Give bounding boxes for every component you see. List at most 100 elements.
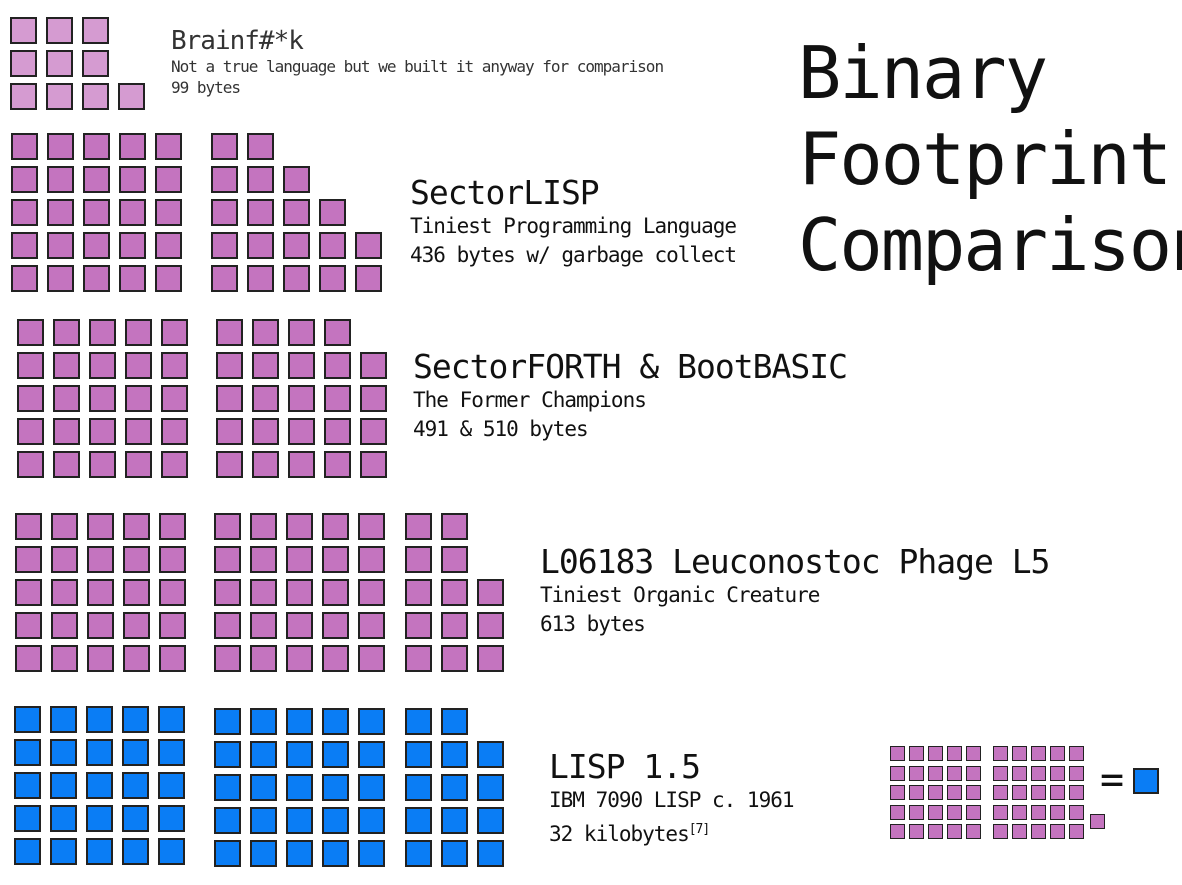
sectorforth-block	[324, 319, 351, 346]
brainfk-block	[82, 50, 109, 77]
lisp15-block	[405, 840, 432, 867]
legend-small-block	[993, 804, 1008, 820]
lisp15-block	[358, 807, 385, 834]
lisp15-block	[214, 807, 241, 834]
phage-block	[250, 645, 277, 672]
legend-small-block	[993, 765, 1008, 781]
phage-block	[477, 645, 504, 672]
phage-block	[123, 546, 150, 573]
sectorforth-block	[161, 451, 188, 478]
brainfk-description: Not a true language but we built it anyw…	[171, 57, 664, 76]
lisp15-block	[86, 838, 113, 865]
sectorlisp-block	[319, 232, 346, 259]
sectorforth-block	[324, 352, 351, 379]
phage-block	[87, 546, 114, 573]
sectorlisp-block	[211, 199, 238, 226]
sectorlisp-block	[47, 199, 74, 226]
phage-description: Tiniest Organic Creature	[540, 583, 820, 607]
sectorlisp-block	[283, 232, 310, 259]
sectorforth-block	[89, 385, 116, 412]
phage-block	[441, 513, 468, 540]
phage-block	[286, 645, 313, 672]
legend-small-block	[947, 785, 962, 800]
brainfk-size: 99 bytes	[171, 78, 241, 97]
lisp15-block	[158, 805, 185, 832]
lisp15-block	[405, 807, 432, 834]
sectorlisp-block	[119, 166, 146, 193]
sectorforth-size: 491 & 510 bytes	[413, 417, 589, 441]
phage-block	[322, 579, 349, 606]
legend-small-block	[909, 824, 924, 839]
sectorlisp-block	[247, 265, 274, 292]
phage-block	[214, 513, 241, 540]
lisp15-block	[86, 706, 113, 733]
sectorforth-block	[53, 352, 80, 379]
legend-small-block	[909, 765, 924, 781]
lisp15-block	[358, 840, 385, 867]
legend-small-block	[966, 765, 981, 781]
legend-small-block	[890, 785, 905, 800]
phage-block	[123, 513, 150, 540]
legend-small-block	[1050, 746, 1065, 761]
lisp15-block	[158, 838, 185, 865]
phage-block	[358, 513, 385, 540]
legend-small-block	[966, 785, 981, 800]
sectorlisp-block	[247, 166, 274, 193]
phage-block	[358, 645, 385, 672]
sectorforth-block	[252, 319, 279, 346]
legend-small-block	[1012, 824, 1027, 839]
lisp15-block	[286, 840, 313, 867]
phage-block	[51, 546, 78, 573]
phage-block	[123, 645, 150, 672]
sectorforth-block	[216, 418, 243, 445]
sectorlisp-block	[47, 265, 74, 292]
phage-block	[322, 612, 349, 639]
legend-small-block	[947, 765, 962, 781]
sectorforth-block	[125, 451, 152, 478]
sectorlisp-block	[247, 199, 274, 226]
phage-block	[322, 645, 349, 672]
sectorlisp-block	[83, 166, 110, 193]
lisp15-block	[14, 706, 41, 733]
lisp15-block	[441, 840, 468, 867]
legend-small-block	[1069, 785, 1084, 800]
lisp15-block	[122, 739, 149, 766]
legend-small-block	[1069, 804, 1084, 820]
legend-small-block	[993, 785, 1008, 800]
sectorforth-block	[360, 418, 387, 445]
lisp15-block	[477, 840, 504, 867]
legend-small-block	[1012, 765, 1027, 781]
lisp15-block	[14, 772, 41, 799]
lisp15-block	[322, 708, 349, 735]
phage-block	[51, 612, 78, 639]
phage-block	[159, 513, 186, 540]
sectorlisp-block	[83, 133, 110, 160]
phage-block	[214, 645, 241, 672]
sectorforth-block	[125, 385, 152, 412]
sectorlisp-block	[83, 265, 110, 292]
lisp15-block	[358, 774, 385, 801]
sectorlisp-block	[283, 166, 310, 193]
legend-small-block	[1012, 785, 1027, 800]
brainfk-label: Brainf#*k Not a true language but we bui…	[171, 26, 664, 98]
sectorlisp-block	[119, 265, 146, 292]
legend-small-block	[928, 765, 943, 781]
sectorlisp-block	[247, 232, 274, 259]
phage-block	[214, 612, 241, 639]
phage-block	[123, 612, 150, 639]
sectorlisp-block	[211, 166, 238, 193]
legend-small-block	[1069, 765, 1084, 781]
sectorforth-label: SectorFORTH & BootBASIC The Former Champ…	[413, 348, 848, 444]
lisp15-block	[358, 708, 385, 735]
sectorlisp-block	[319, 199, 346, 226]
sectorforth-description: The Former Champions	[413, 388, 647, 412]
phage-block	[322, 513, 349, 540]
lisp15-block	[50, 706, 77, 733]
lisp15-block	[250, 840, 277, 867]
sectorlisp-block	[119, 133, 146, 160]
sectorlisp-description: Tiniest Programming Language	[410, 214, 737, 238]
sectorforth-block	[288, 385, 315, 412]
sectorforth-block	[252, 385, 279, 412]
sectorforth-block	[53, 418, 80, 445]
sectorlisp-block	[155, 232, 182, 259]
